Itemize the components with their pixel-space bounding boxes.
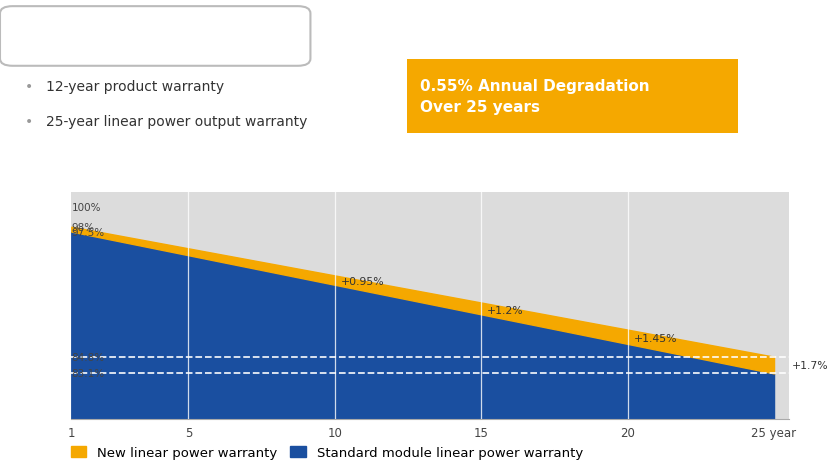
Text: +0.95%: +0.95% bbox=[341, 277, 384, 287]
Text: +1.45%: +1.45% bbox=[633, 333, 677, 343]
Text: 0.55% Annual Degradation
Over 25 years: 0.55% Annual Degradation Over 25 years bbox=[420, 79, 649, 114]
Text: 84.8%: 84.8% bbox=[71, 352, 104, 362]
Text: 100%: 100% bbox=[71, 202, 101, 212]
Legend: New linear power warranty, Standard module linear power warranty: New linear power warranty, Standard modu… bbox=[65, 441, 588, 465]
Text: 83.1%: 83.1% bbox=[71, 369, 104, 378]
Text: 12-year product warranty: 12-year product warranty bbox=[46, 79, 224, 94]
Text: •: • bbox=[25, 114, 34, 129]
Text: +1.2%: +1.2% bbox=[487, 305, 524, 315]
Text: +1.7%: +1.7% bbox=[791, 360, 828, 370]
Text: 25-year linear power output warranty: 25-year linear power output warranty bbox=[46, 114, 308, 129]
Text: 97.5%: 97.5% bbox=[71, 227, 104, 237]
Text: 98%: 98% bbox=[71, 222, 95, 232]
Text: •: • bbox=[25, 79, 34, 94]
Text: Superior Warranty: Superior Warranty bbox=[29, 28, 233, 47]
